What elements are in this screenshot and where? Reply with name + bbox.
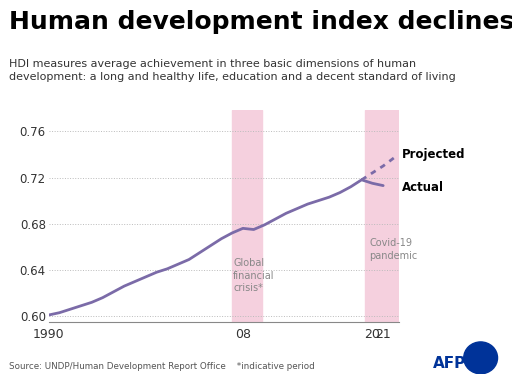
Text: Human development index declines: Human development index declines xyxy=(9,10,512,34)
Text: Covid-19
pandemic: Covid-19 pandemic xyxy=(369,238,417,261)
Text: Source: UNDP/Human Development Report Office    *indicative period: Source: UNDP/Human Development Report Of… xyxy=(9,362,315,371)
Text: Actual: Actual xyxy=(402,181,444,194)
Bar xyxy=(232,110,262,322)
Text: Projected: Projected xyxy=(402,147,465,160)
Circle shape xyxy=(464,342,498,374)
Text: AFP: AFP xyxy=(433,357,466,371)
Text: HDI measures average achievement in three basic dimensions of human
development:: HDI measures average achievement in thre… xyxy=(9,59,456,82)
Bar xyxy=(365,110,399,322)
Text: Global
financial
crisis*: Global financial crisis* xyxy=(233,258,274,293)
